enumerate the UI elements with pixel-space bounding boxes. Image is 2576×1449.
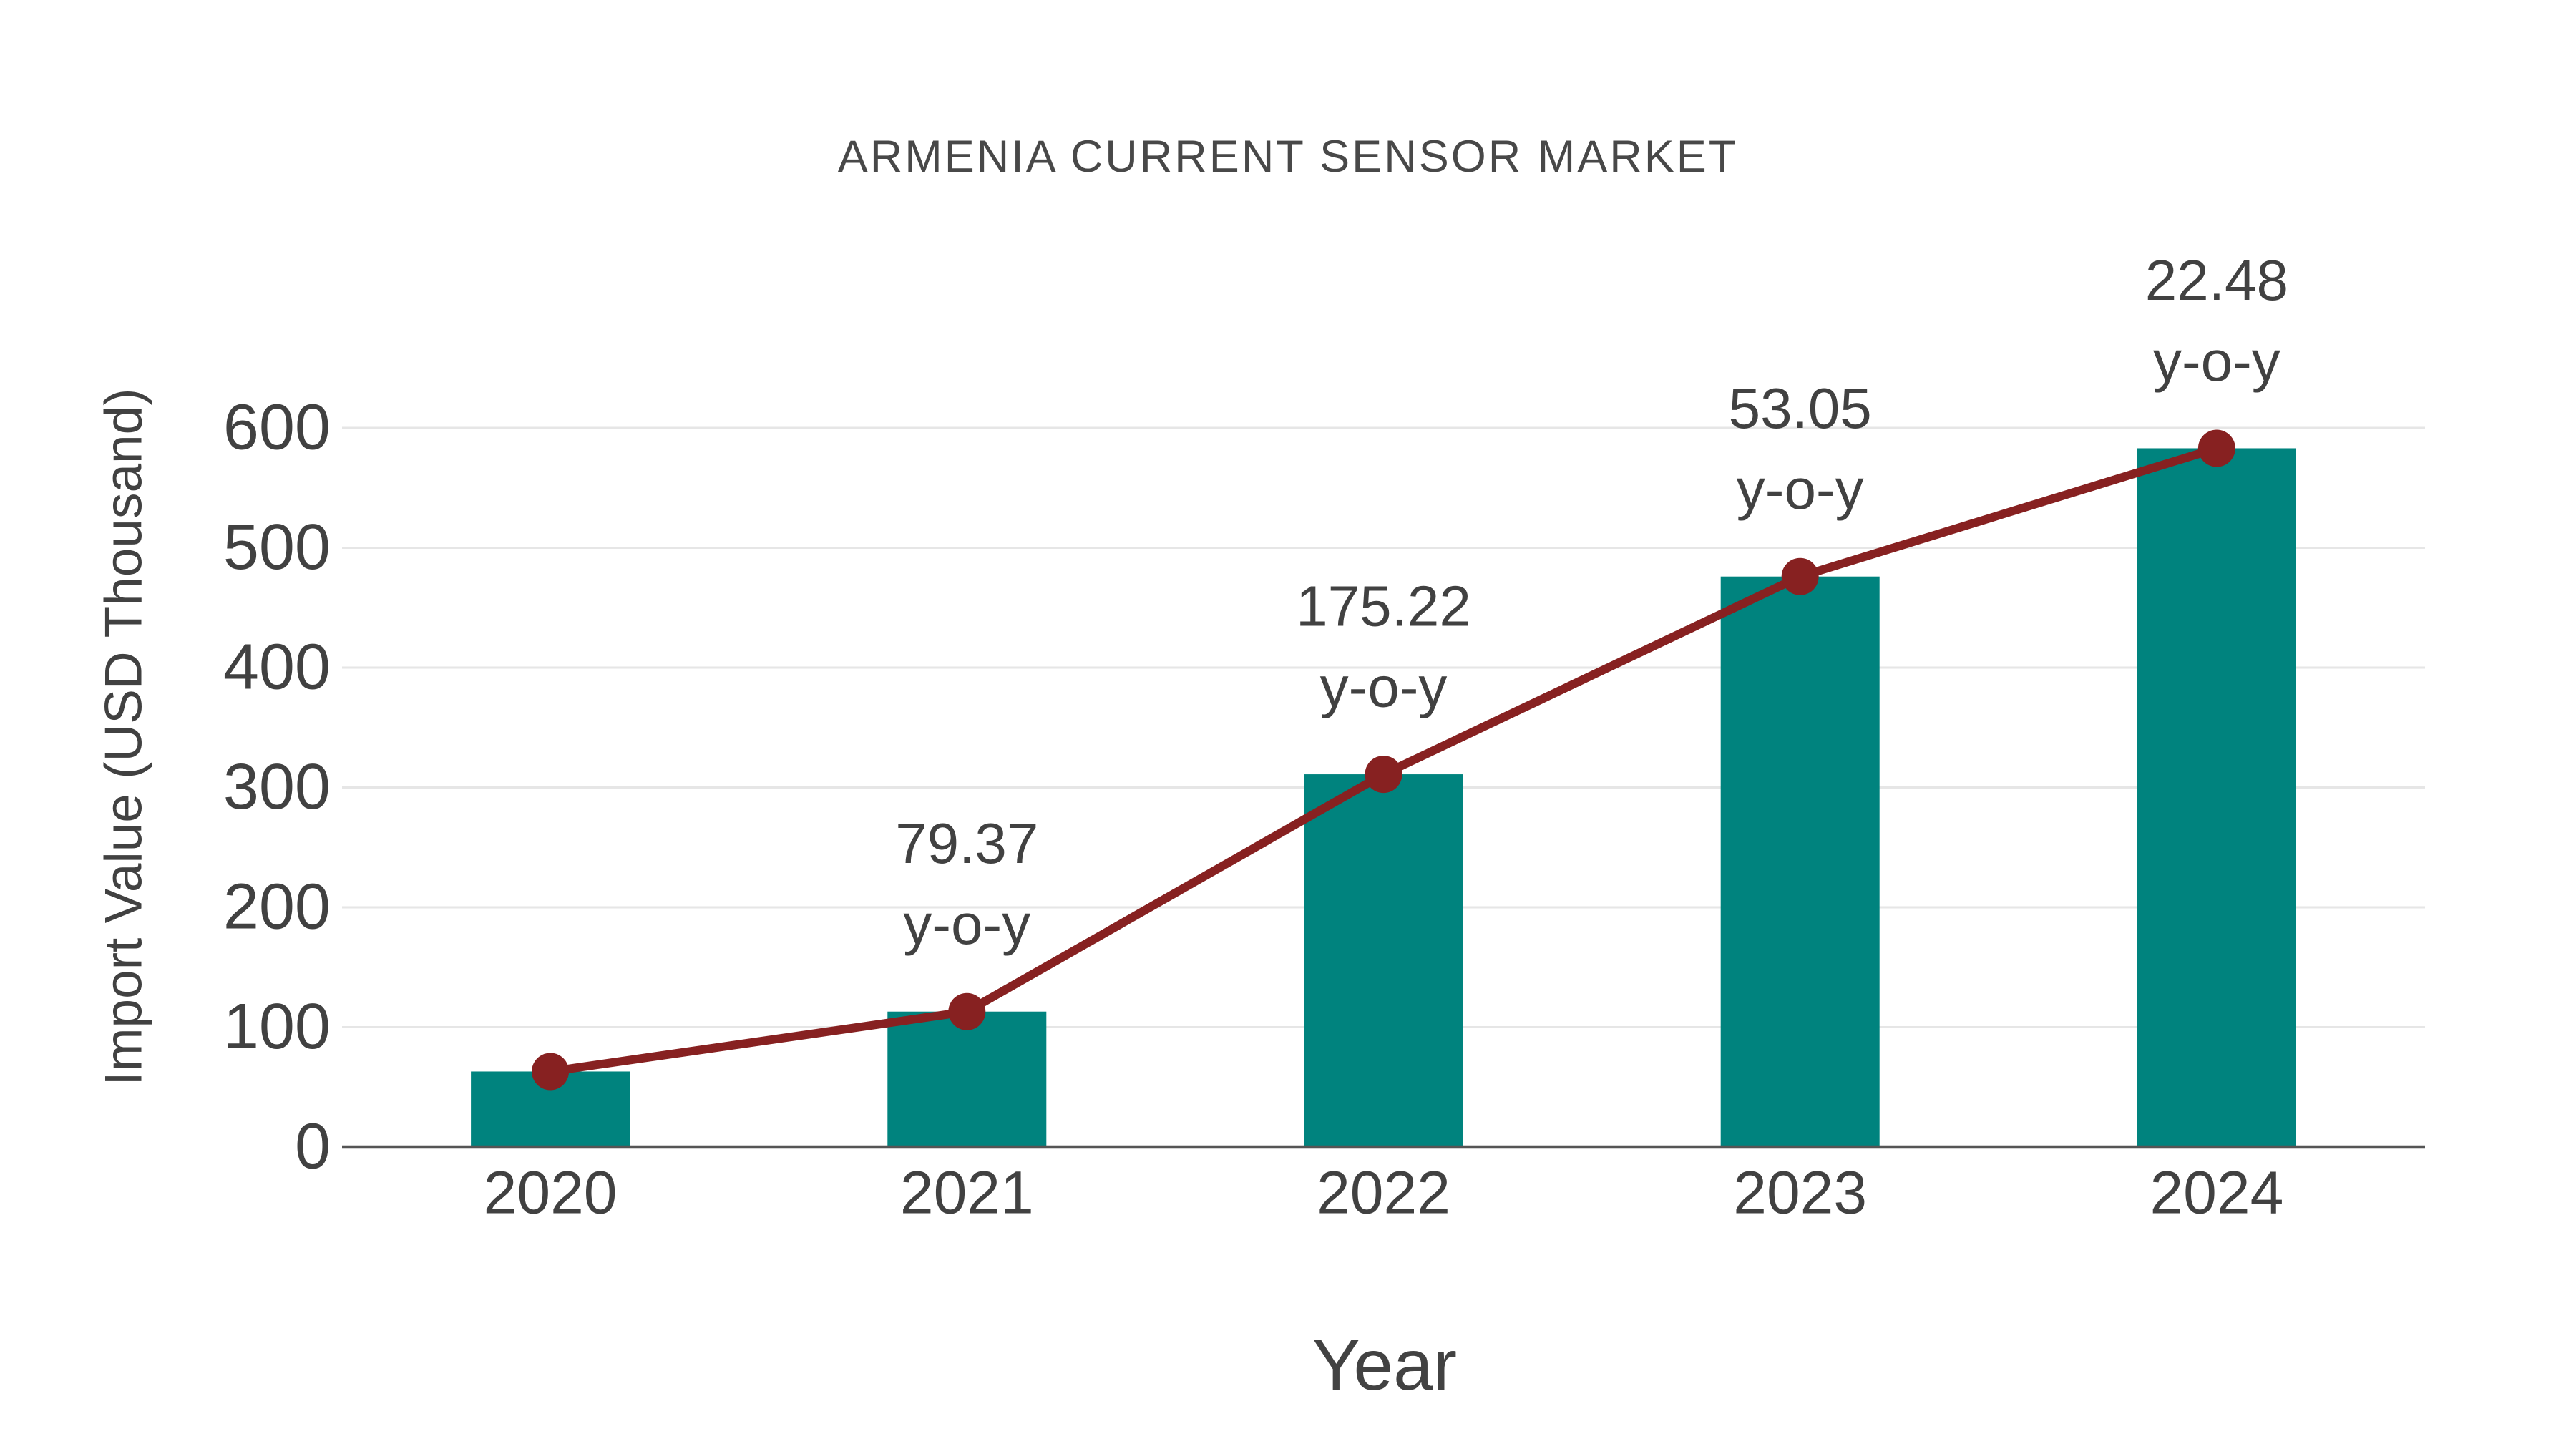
y-tick-400: 400 [223, 632, 331, 703]
annotation-value-2022: 175.22 [1296, 574, 1471, 638]
x-tick-2020: 2020 [484, 1159, 618, 1226]
annotation-suffix-2023: y-o-y [1737, 457, 1864, 521]
bar-2023 [1720, 576, 1880, 1147]
y-tick-300: 300 [223, 751, 331, 823]
data-point-2020 [532, 1053, 570, 1091]
x-tick-2021: 2021 [900, 1159, 1034, 1226]
bar-2021 [887, 1011, 1047, 1147]
chart-title: ARMENIA CURRENT SENSOR MARKET [838, 132, 1739, 182]
data-point-2023 [1781, 557, 1819, 595]
data-point-2022 [1365, 756, 1402, 794]
annotation-value-2024: 22.48 [2145, 248, 2288, 312]
y-tick-600: 600 [223, 392, 331, 464]
x-tick-2024: 2024 [2150, 1159, 2283, 1226]
y-tick-0: 0 [295, 1111, 331, 1183]
annotation-suffix-2024: y-o-y [2153, 329, 2280, 393]
x-tick-2022: 2022 [1317, 1159, 1450, 1226]
y-tick-100: 100 [223, 991, 331, 1063]
annotation-value-2023: 53.05 [1729, 376, 1872, 440]
plot-area: 0 100 200 300 400 500 600 2020 2021 2022 2023 2024 7… [223, 248, 2425, 1226]
x-tick-2023: 2023 [1733, 1159, 1867, 1226]
annotation-suffix-2022: y-o-y [1320, 655, 1448, 718]
annotation-suffix-2021: y-o-y [903, 892, 1030, 956]
y-tick-500: 500 [223, 512, 331, 583]
data-point-2024 [2197, 429, 2235, 467]
y-tick-200: 200 [223, 872, 331, 943]
x-axis-title: Year [1312, 1325, 1457, 1405]
annotation-value-2021: 79.37 [895, 811, 1038, 875]
bar-2022 [1304, 774, 1463, 1147]
bar-2024 [2137, 448, 2296, 1147]
data-point-2021 [948, 992, 986, 1030]
y-axis-title: Import Value (USD Thousand) [95, 388, 153, 1085]
